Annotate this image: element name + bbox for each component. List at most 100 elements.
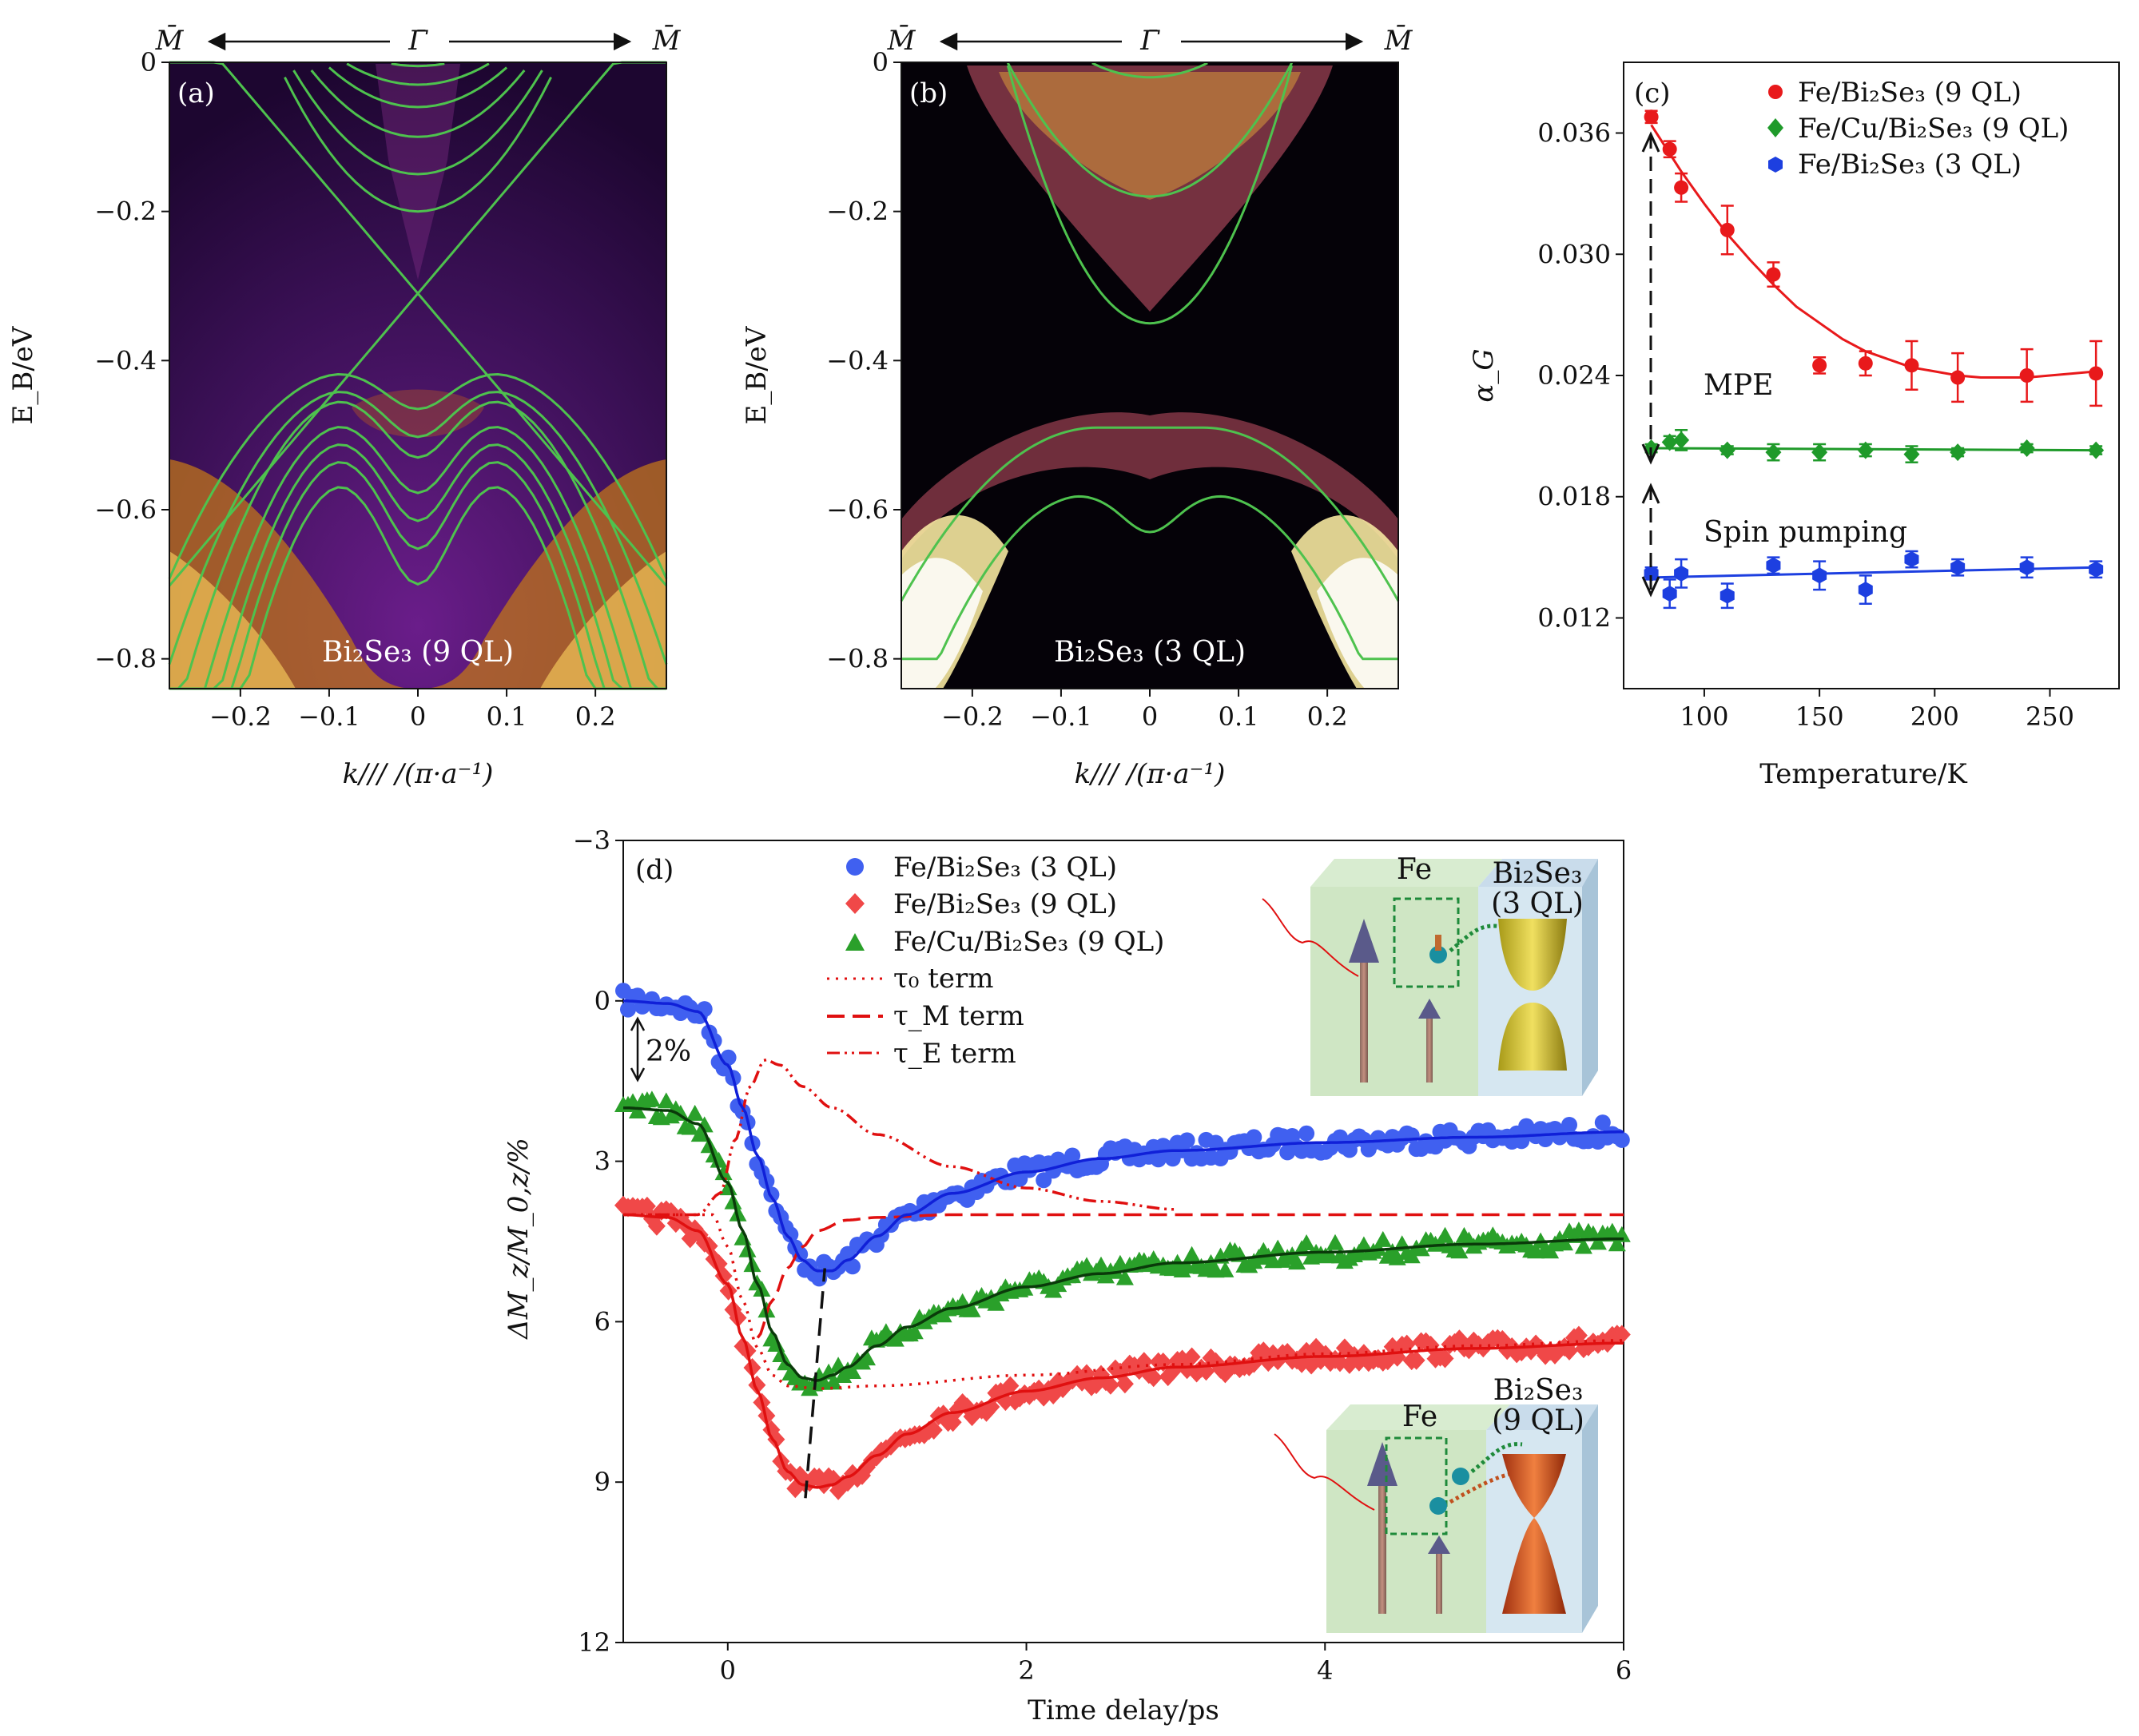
spin-pumping-arrow-head-down <box>1641 576 1660 598</box>
x-tick-label-d-0: 0 <box>720 1655 736 1686</box>
inset1-electron <box>1429 946 1447 963</box>
top-label-a-left: M̄ <box>155 24 185 57</box>
axis-ticks-d: 0 2 4 6 −3 0 3 6 9 12 <box>573 825 1632 1686</box>
legend-label-d-4: τ_M term <box>893 1000 1024 1032</box>
inset2-fe-top <box>1326 1404 1510 1430</box>
inset1-interface-box <box>1393 897 1460 988</box>
x-axis-label-c: Temperature/K <box>1759 758 1967 790</box>
point-d-1 <box>1115 1374 1134 1394</box>
inset2-ti-side <box>1582 1404 1598 1633</box>
inset1-valence-band <box>1498 1003 1567 1071</box>
inset2-spin-flow-orange <box>1449 1472 1511 1504</box>
point-c-1-9 <box>2018 439 2035 458</box>
x-tick-label-c-2: 200 <box>1910 701 1959 732</box>
x-tick-label-a-1: −0.1 <box>298 701 360 732</box>
inset-schematic-3ql: Fe Bi₂Se₃ (3 QL) <box>1262 853 1598 1096</box>
band-lines-b <box>900 62 1400 661</box>
inset2-spin-flow-green <box>1470 1442 1523 1473</box>
panel-label-b: (b) <box>909 77 948 109</box>
point-c-1-6 <box>1857 441 1874 459</box>
inset2-label-fe: Fe <box>1402 1400 1437 1433</box>
inset1-small-spin <box>1426 1019 1433 1083</box>
y-axis-label-d: ΔM_z/M_0,z/% <box>503 1138 535 1341</box>
arpes-intensity-a <box>169 62 666 689</box>
inset1-laser-pulse <box>1262 898 1359 977</box>
y-tick-label-a-4: −0.8 <box>94 644 157 674</box>
point-d-0 <box>845 1258 861 1275</box>
point-d-2 <box>858 1349 876 1366</box>
conduction-band-b-1 <box>1006 62 1294 198</box>
valence-band-b-1 <box>901 495 1398 661</box>
x-tick-label-d-2: 4 <box>1317 1655 1333 1686</box>
point-d-2 <box>905 1323 924 1340</box>
inset2-ti-top <box>1486 1404 1598 1430</box>
point-d-0 <box>1594 1114 1611 1131</box>
inset1-label-material: Bi₂Se₃ <box>1493 857 1583 890</box>
point-c-2-1 <box>1662 586 1677 602</box>
valence-band-a-2 <box>169 400 666 690</box>
x-tick-label-c-1: 150 <box>1795 701 1844 732</box>
inset2-label-material: Bi₂Se₃ <box>1493 1374 1584 1407</box>
point-d-2 <box>1412 1240 1430 1257</box>
plot-area-d <box>614 983 1631 1500</box>
inset2-fe-block <box>1326 1430 1486 1633</box>
panel-label-d: (d) <box>635 854 674 886</box>
damping-difference-arrows <box>1641 131 1660 598</box>
inset1-spin-flow <box>1449 924 1503 952</box>
point-d-0 <box>1246 1129 1262 1146</box>
legend-label-d-0: Fe/Bi₂Se₃ (3 QL) <box>893 852 1117 884</box>
sample-label-a: Bi₂Se₃ (9 QL) <box>322 636 514 669</box>
axis-ticks-c: 100 150 200 250 0.012 0.018 0.024 0.030 0.036 <box>1537 118 2074 732</box>
point-c-0-9 <box>2019 368 2034 383</box>
y-tick-label-d-2: 3 <box>594 1146 610 1177</box>
point-d-1 <box>1183 1347 1201 1367</box>
y-tick-label-c-4: 0.036 <box>1537 118 1611 149</box>
point-c-2-10 <box>2089 561 2104 578</box>
point-c-1-10 <box>2088 441 2105 459</box>
x-axis-label-d: Time delay/ps <box>1028 1694 1219 1726</box>
point-c-2-8 <box>1950 559 1966 576</box>
y-axis-label-c: α_G <box>1468 348 1500 402</box>
mpe-arrow-head-up <box>1641 131 1660 153</box>
point-c-0-10 <box>2089 366 2104 381</box>
inset1-small-spin-head <box>1418 999 1441 1019</box>
point-d-2 <box>825 1373 843 1390</box>
inset1-label-fe: Fe <box>1397 853 1432 886</box>
conduction-band-a-0 <box>391 62 445 68</box>
panel-c: 100 150 200 250 0.012 0.018 0.024 0.030 0.036 (c… <box>1468 62 2120 790</box>
point-d-2 <box>657 1092 675 1109</box>
x-tick-label-b-2: 0 <box>1142 701 1158 732</box>
point-d-1 <box>1101 1375 1119 1395</box>
y-tick-label-c-3: 0.030 <box>1537 239 1611 269</box>
legend-label-d-2: Fe/Cu/Bi₂Se₃ (9 QL) <box>893 926 1164 958</box>
point-d-2 <box>963 1301 981 1317</box>
conduction-band-b-2 <box>1006 65 1294 325</box>
point-d-2 <box>1216 1261 1234 1277</box>
panel-label-a: (a) <box>177 77 215 109</box>
inset2-electron-1 <box>1452 1468 1469 1485</box>
legend-label-d-5: τ_E term <box>893 1038 1016 1070</box>
y-tick-label-c-0: 0.012 <box>1537 602 1611 633</box>
inset1-conduction-band <box>1498 919 1567 991</box>
point-c-0-4 <box>1766 267 1781 282</box>
point-c-2-2 <box>1674 565 1689 582</box>
x-tick-label-d-3: 6 <box>1616 1655 1632 1686</box>
annotation-spin-pumping: Spin pumping <box>1704 516 1907 549</box>
y-axis-label-b: E_B/eV <box>741 325 773 424</box>
valence-band-a-3 <box>169 426 666 690</box>
inset1-ti-side <box>1582 859 1598 1096</box>
point-d-2 <box>1574 1237 1592 1254</box>
legend-label-c-1: Fe/Cu/Bi₂Se₃ (9 QL) <box>1798 113 2069 145</box>
y-tick-label-d-3: 6 <box>594 1306 610 1337</box>
surface-state-a-1 <box>168 291 668 587</box>
fit-line-d-0 <box>623 999 1624 1273</box>
x-tick-label-b-0: −0.2 <box>941 701 1004 732</box>
legend-marker-d-2 <box>845 933 865 951</box>
point-d-2 <box>710 1151 728 1168</box>
y-tick-label-d-4: 9 <box>594 1467 610 1497</box>
x-tick-label-a-0: −0.2 <box>209 701 272 732</box>
point-c-0-5 <box>1812 358 1827 373</box>
annotation-mpe: MPE <box>1704 369 1773 402</box>
point-c-0-8 <box>1950 370 1966 385</box>
inset1-electron-spin <box>1435 935 1441 951</box>
